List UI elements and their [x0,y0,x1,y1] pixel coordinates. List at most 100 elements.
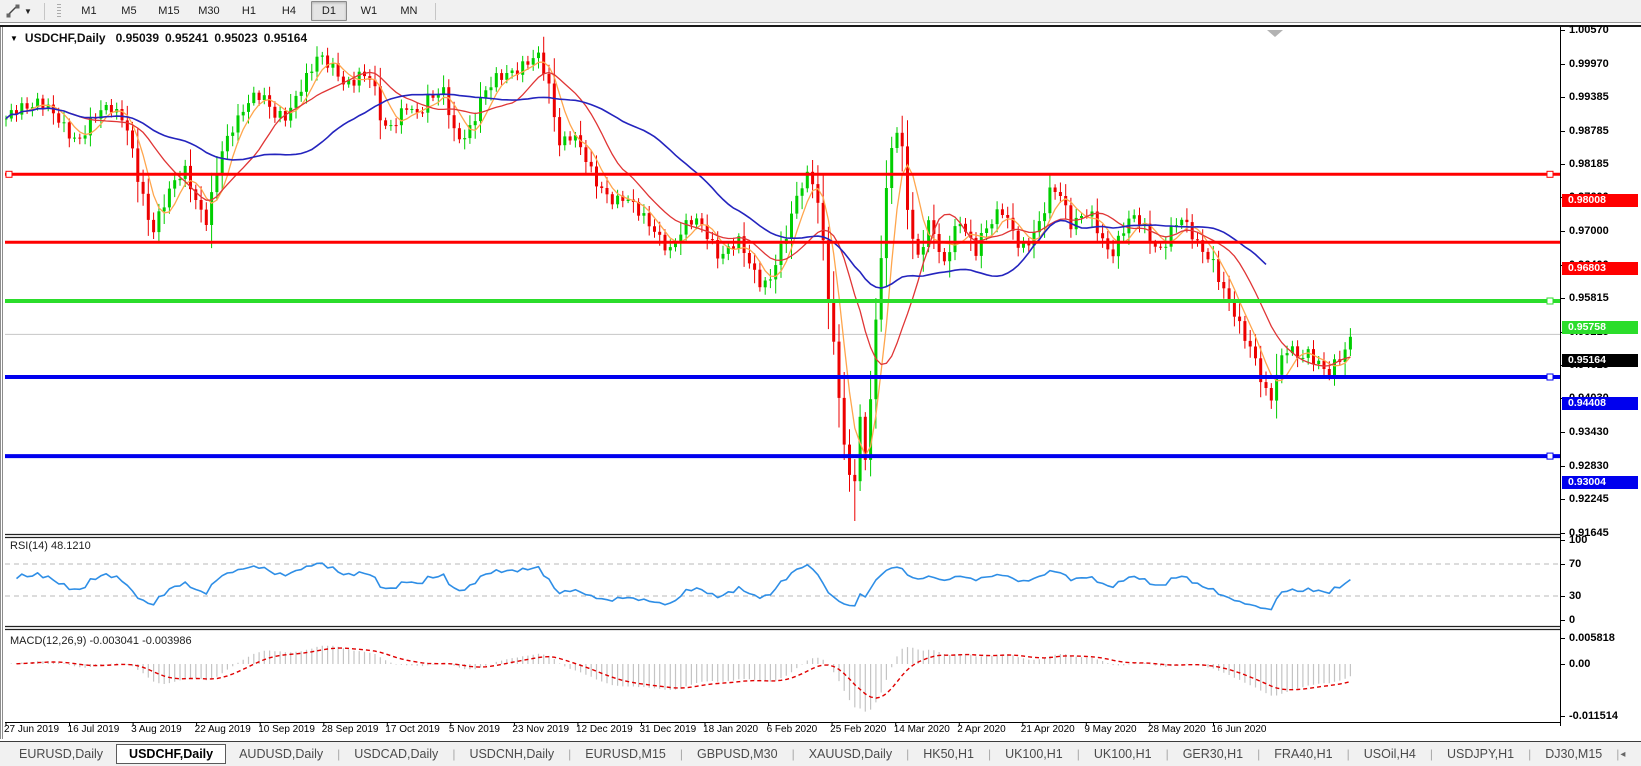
date-axis-label: 16 Jun 2020 [1211,724,1267,735]
axis-tick [1561,620,1565,621]
price-axis-label: 1.00570 [1569,24,1609,37]
axis-tick [1561,130,1565,132]
axis-tick [1561,532,1565,534]
chart-window-left-border [0,27,3,739]
date-axis-label: 9 May 2020 [1084,724,1137,735]
chart-tab-usoil-h4[interactable]: USOil,H4 [1363,747,1416,761]
macd-signal-line [16,647,1351,699]
tab-separator: | [987,747,992,761]
date-axis-label: 28 May 2020 [1147,724,1206,735]
axis-tick [1561,637,1565,639]
price-axis-label: 0.97000 [1569,225,1609,238]
tab-separator: | [1429,747,1433,761]
chart-symbol: USDCHF,Daily [24,31,106,45]
tab-separator: | [1616,747,1620,761]
timeframe-button-w1[interactable]: W1 [360,5,378,17]
chart-open: 0.95039 [115,31,159,45]
level-line-handle[interactable] [1546,297,1554,305]
chart-mode-icon[interactable] [4,3,22,19]
timeframe-button-h4[interactable]: H4 [281,5,296,17]
chart-tab-xauusd-daily[interactable]: XAUUSD,Daily [808,747,893,761]
rsi-axis-label: 70 [1569,558,1582,570]
date-axis-label: 3 Aug 2019 [131,724,182,735]
axis-tick [1561,715,1565,717]
date-axis-label: 16 Jul 2019 [67,724,120,735]
level-line-handle[interactable] [1546,452,1554,460]
level-price-badge: 0.93004 [1562,476,1638,490]
chart-tab-usdjpy-h1[interactable]: USDJPY,H1 [1446,747,1515,761]
rsi-levels [5,563,1560,597]
chart-tab-audusd-daily[interactable]: AUDUSD,Daily [239,747,324,761]
timeframe-button-m15[interactable]: M15 [158,5,180,17]
tab-separator: | [1257,747,1261,761]
date-axis-label: 12 Dec 2019 [575,724,633,735]
chart-window-top-border [0,25,1641,27]
chart-tab-hk50-h1[interactable]: HK50,H1 [923,747,974,761]
date-axis-label: 18 Jan 2020 [703,724,759,735]
timeframe-button-m5[interactable]: M5 [121,5,137,17]
chart-tab-fra40-h1[interactable]: FRA40,H1 [1274,747,1333,761]
level-line-handle[interactable] [5,170,13,178]
tab-separator: | [791,747,795,761]
level-line-handle[interactable] [1546,170,1554,178]
chart-tab-usdchf-daily[interactable]: USDCHF,Daily [116,744,227,764]
rsi-axis-label: 0 [1569,614,1576,626]
price-axis: 1.005700.999700.993850.987850.981850.976… [1560,24,1641,726]
chart-tab-usdcnh-daily[interactable]: USDCNH,Daily [469,747,555,761]
pane-separators[interactable] [5,533,1560,631]
axis-tick [1561,30,1565,32]
toolbar-grip[interactable] [56,3,61,19]
macd-axis-label: -0.011514 [1569,709,1618,722]
chart-shift-marker-icon[interactable] [1267,30,1283,37]
toolbar-separator [434,2,436,20]
level-line-handle[interactable] [1546,373,1554,381]
axis-tick [1561,231,1565,233]
axis-tick [1561,63,1565,65]
price-axis-label: 0.98185 [1569,158,1609,171]
tab-separator: | [452,747,456,761]
date-axis-label: 5 Nov 2019 [448,724,500,735]
tab-scroll-left-icon[interactable]: ◂ [1620,748,1626,760]
axis-tick [1561,432,1565,434]
tab-separator: | [1346,747,1350,761]
timeframe-button-mn[interactable]: MN [400,5,418,17]
timeframe-button-m1[interactable]: M1 [81,5,97,17]
tab-separator: | [1076,747,1080,761]
macd-axis-label: 0.00 [1569,658,1591,670]
axis-tick [1561,297,1565,299]
macd-histogram [10,645,1351,712]
price-axis-label: 0.95815 [1569,291,1609,304]
tab-separator: | [1165,747,1169,761]
chart-plot-area[interactable] [5,27,1560,726]
price-axis-label: 0.93430 [1569,426,1609,439]
chart-mode-dropdown-icon[interactable]: ▼ [24,6,32,16]
rsi-axis-label: 30 [1569,590,1582,602]
axis-tick [1561,164,1565,166]
chart-low: 0.95023 [214,31,258,45]
date-axis-label: 10 Sep 2019 [258,724,315,735]
date-axis-label: 14 Mar 2020 [893,724,950,735]
tab-separator: | [679,747,683,761]
timeframe-button-h1[interactable]: H1 [241,5,256,17]
chart-tab-uk100-h1[interactable]: UK100,H1 [1093,747,1152,761]
toolbar-separator [43,2,45,20]
axis-tick [1561,564,1565,565]
timeframe-button-d1[interactable]: D1 [310,1,347,21]
collapse-triangle-icon[interactable]: ▼ [10,33,18,43]
chart-tab-eurusd-daily[interactable]: EURUSD,Daily [19,747,104,761]
date-axis-label: 25 Feb 2020 [830,724,887,735]
date-axis-label: 27 Jun 2019 [4,724,60,735]
chart-tab-dj30-m15[interactable]: DJ30,M15 [1545,747,1603,761]
chart-tab-ger30-h1[interactable]: GER30,H1 [1182,747,1244,761]
chart-tab-gbpusd-m30[interactable]: GBPUSD,M30 [697,747,778,761]
chart-tab-uk100-h1[interactable]: UK100,H1 [1005,747,1063,761]
chart-tab-eurusd-m15[interactable]: EURUSD,M15 [585,747,666,761]
chart-tab-usdcad-daily[interactable]: USDCAD,Daily [354,747,439,761]
timeframe-button-m30[interactable]: M30 [198,5,220,17]
chart-close: 0.95164 [263,31,308,45]
level-price-badge: 0.98008 [1562,194,1638,208]
price-axis-label: 0.92830 [1569,459,1609,472]
date-axis-label: 23 Nov 2019 [512,724,570,735]
candlesticks [5,36,1352,521]
